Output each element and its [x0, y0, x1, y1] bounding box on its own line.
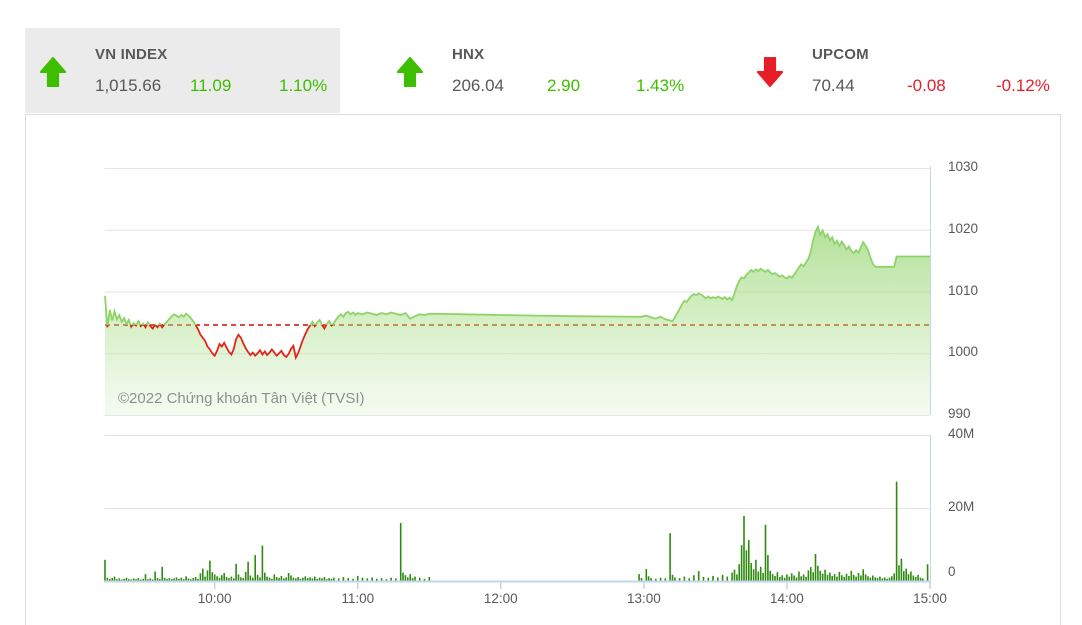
watermark: ©2022 Chứng khoán Tân Việt (TVSI) [118, 390, 365, 407]
index-card-hnx[interactable]: HNX 206.04 2.90 1.43% [340, 28, 700, 113]
price-axis-label: 1010 [948, 282, 979, 298]
price-axis-label: 990 [948, 406, 971, 421]
index-card-vnindex[interactable]: VN INDEX 1,015.66 11.09 1.10% [25, 28, 340, 113]
price-line-above-ref [104, 224, 930, 326]
volume-gridlines [104, 435, 930, 509]
time-axis-label: 10:00 [197, 591, 232, 606]
index-change: -0.08 [907, 75, 946, 95]
volume-bars [104, 481, 929, 581]
index-name: VN INDEX [95, 45, 168, 63]
volume-axis-label: 40M [948, 426, 975, 441]
index-change: 2.90 [547, 75, 581, 95]
time-axis-label: 14:00 [770, 591, 804, 606]
index-value: 1,015.66 [95, 75, 162, 95]
up-arrow-icon [396, 56, 424, 87]
plot-borders [104, 166, 931, 589]
index-change-pct: 1.10% [279, 75, 328, 95]
volume-axis-label: 20M [948, 499, 975, 514]
index-value: 206.04 [452, 75, 504, 95]
time-axis-label: 13:00 [626, 591, 661, 606]
index-change-pct: -0.12% [996, 75, 1050, 95]
time-axis-label: 15:00 [913, 591, 947, 606]
time-axis-label: 11:00 [341, 591, 375, 606]
index-name: UPCOM [812, 45, 869, 63]
index-name: HNX [452, 45, 485, 63]
price-axis-label: 1000 [948, 344, 979, 360]
down-arrow-icon [756, 56, 784, 87]
up-arrow-icon [39, 56, 67, 87]
index-value: 70.44 [812, 75, 855, 95]
volume-axis-label: 0 [948, 564, 956, 579]
price-area-fill [105, 226, 930, 415]
index-change-pct: 1.43% [636, 75, 685, 95]
index-card-upcom[interactable]: UPCOM 70.44 -0.08 -0.12% [700, 28, 1061, 113]
time-axis-label: 12:00 [483, 591, 518, 606]
price-axis-label: 1030 [948, 159, 979, 174]
price-axis-label: 1020 [948, 220, 979, 236]
index-change: 11.09 [190, 75, 232, 95]
